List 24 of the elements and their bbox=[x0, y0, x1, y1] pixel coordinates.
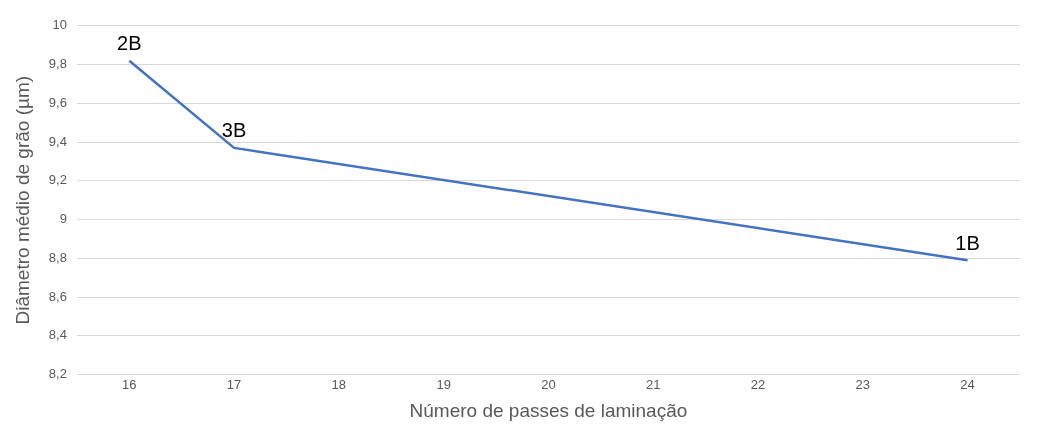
x-tick-label: 19 bbox=[436, 376, 451, 392]
y-tick-label: 8,8 bbox=[48, 249, 67, 265]
x-tick-label: 24 bbox=[960, 376, 975, 392]
x-tick-label: 22 bbox=[750, 376, 766, 392]
y-tick-label: 9,6 bbox=[48, 94, 67, 110]
x-tick-label: 16 bbox=[122, 376, 137, 392]
y-tick-label: 8,6 bbox=[48, 288, 67, 304]
y-tick-label: 9,2 bbox=[48, 172, 67, 188]
y-tick-label: 10 bbox=[52, 17, 67, 33]
y-tick-label: 8,4 bbox=[48, 327, 67, 343]
y-tick-label: 9,8 bbox=[48, 56, 67, 72]
y-axis-title: Diâmetro médio de grão (µm) bbox=[11, 75, 33, 325]
y-tick-label: 9,4 bbox=[48, 133, 67, 149]
x-tick-label: 23 bbox=[855, 376, 871, 392]
annotation: 2B bbox=[117, 32, 142, 55]
x-tick-label: 20 bbox=[541, 376, 556, 392]
y-tick-label: 9 bbox=[59, 211, 67, 227]
x-tick-label: 21 bbox=[645, 376, 661, 392]
x-tick-label: 17 bbox=[226, 376, 242, 392]
x-axis-title: Número de passes de laminação bbox=[409, 399, 688, 421]
y-tick-label: 8,2 bbox=[48, 366, 67, 382]
x-tick-label: 18 bbox=[331, 376, 347, 392]
annotation: 3B bbox=[221, 119, 247, 142]
annotation: 1B bbox=[955, 231, 980, 254]
